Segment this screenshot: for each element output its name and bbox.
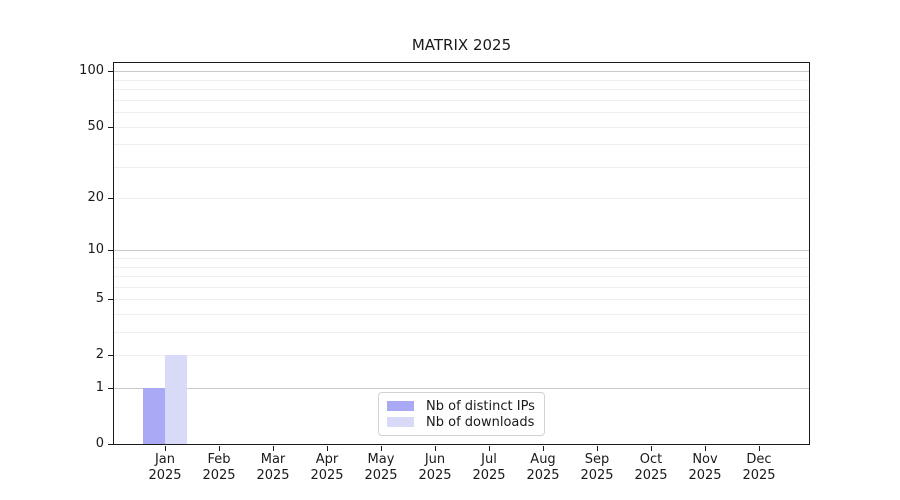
year-label: 2025 (634, 468, 668, 483)
y-tick-mark (108, 198, 113, 200)
minor-gridline (114, 286, 809, 288)
minor-gridline (114, 126, 809, 128)
minor-gridline (114, 314, 809, 316)
x-tick-mark (327, 446, 328, 451)
month-label: Nov (692, 452, 718, 467)
x-tick-mark (651, 446, 652, 451)
x-tick-label-feb: Feb 2025 (189, 452, 249, 484)
year-label: 2025 (526, 468, 560, 483)
x-tick-label-dec: Dec 2025 (729, 452, 789, 484)
month-label: Oct (639, 452, 663, 467)
x-tick-mark (543, 446, 544, 451)
legend-item-downloads: Nb of downloads (387, 414, 536, 430)
x-tick-label-jul: Jul 2025 (459, 452, 519, 484)
x-tick-mark (381, 446, 382, 451)
month-label: Jul (481, 452, 497, 467)
y-tick-label: 0 (95, 436, 104, 451)
month-label: Aug (530, 452, 556, 467)
legend-label-downloads: Nb of downloads (426, 414, 535, 430)
y-tick-label: 5 (95, 291, 104, 307)
minor-gridline (114, 166, 809, 168)
x-tick-label-jun: Jun 2025 (405, 452, 465, 484)
minor-gridline (114, 79, 809, 81)
year-label: 2025 (472, 468, 506, 483)
x-tick-label-sep: Sep 2025 (567, 452, 627, 484)
year-label: 2025 (202, 468, 236, 483)
minor-gridline (114, 332, 809, 334)
y-tick-mark (108, 71, 113, 73)
year-label: 2025 (418, 468, 452, 483)
year-label: 2025 (256, 468, 290, 483)
major-gridline (114, 250, 809, 252)
x-tick-label-aug: Aug 2025 (513, 452, 573, 484)
x-tick-label-mar: Mar 2025 (243, 452, 303, 484)
x-tick-label-nov: Nov 2025 (675, 452, 735, 484)
legend-label-distinct-ips: Nb of distinct IPs (426, 398, 535, 414)
y-tick-mark (108, 250, 113, 252)
legend-swatch-distinct-ips-icon (387, 401, 414, 411)
year-label: 2025 (310, 468, 344, 483)
year-label: 2025 (580, 468, 614, 483)
minor-gridline (114, 299, 809, 301)
x-tick-mark (597, 446, 598, 451)
y-tick-mark (108, 126, 113, 128)
major-gridline (114, 388, 809, 390)
y-tick-mark (108, 388, 113, 390)
x-tick-label-may: May 2025 (351, 452, 411, 484)
minor-gridline (114, 89, 809, 91)
x-tick-label-apr: Apr 2025 (297, 452, 357, 484)
x-tick-mark (759, 446, 760, 451)
y-tick-label: 10 (87, 242, 104, 258)
y-tick-mark (108, 355, 113, 357)
legend: Nb of distinct IPs Nb of downloads (378, 392, 545, 436)
x-tick-label-oct: Oct 2025 (621, 452, 681, 484)
month-label: Jun (424, 452, 446, 467)
y-tick-mark (108, 444, 113, 445)
y-tick-label: 20 (87, 190, 104, 206)
year-label: 2025 (364, 468, 398, 483)
major-gridline (114, 71, 809, 73)
month-label: Apr (315, 452, 339, 467)
year-label: 2025 (148, 468, 182, 483)
month-label: Mar (260, 452, 286, 467)
minor-gridline (114, 99, 809, 101)
x-tick-mark (165, 446, 166, 451)
year-label: 2025 (688, 468, 722, 483)
minor-gridline (114, 112, 809, 114)
minor-gridline (114, 355, 809, 357)
legend-swatch-downloads-icon (387, 417, 414, 427)
minor-gridline (114, 276, 809, 278)
bar-downloads-jan (165, 355, 187, 444)
y-tick-label: 1 (95, 380, 104, 396)
bar-distinct-ips-jan (143, 388, 165, 444)
y-tick-label: 100 (79, 63, 104, 79)
y-tick-label: 50 (87, 118, 104, 134)
month-label: Sep (584, 452, 610, 467)
minor-gridline (114, 258, 809, 260)
month-label: Jan (154, 452, 176, 467)
month-label: Feb (207, 452, 231, 467)
x-tick-mark (435, 446, 436, 451)
x-tick-mark (489, 446, 490, 451)
minor-gridline (114, 144, 809, 146)
x-tick-mark (273, 446, 274, 451)
x-tick-mark (705, 446, 706, 451)
y-tick-label: 2 (95, 347, 104, 363)
x-tick-mark (219, 446, 220, 451)
minor-gridline (114, 266, 809, 268)
month-label: Dec (746, 452, 772, 467)
x-tick-label-jan: Jan 2025 (135, 452, 195, 484)
minor-gridline (114, 198, 809, 200)
month-label: May (367, 452, 395, 467)
y-tick-mark (108, 299, 113, 301)
legend-item-distinct-ips: Nb of distinct IPs (387, 398, 536, 414)
plot-area: 0 1 2 5 10 20 50 100 Jan 2025 Feb 2025 Mar 2025 Apr 202… (79, 62, 810, 483)
year-label: 2025 (742, 468, 776, 483)
chart-title: MATRIX 2025 (411, 36, 512, 54)
